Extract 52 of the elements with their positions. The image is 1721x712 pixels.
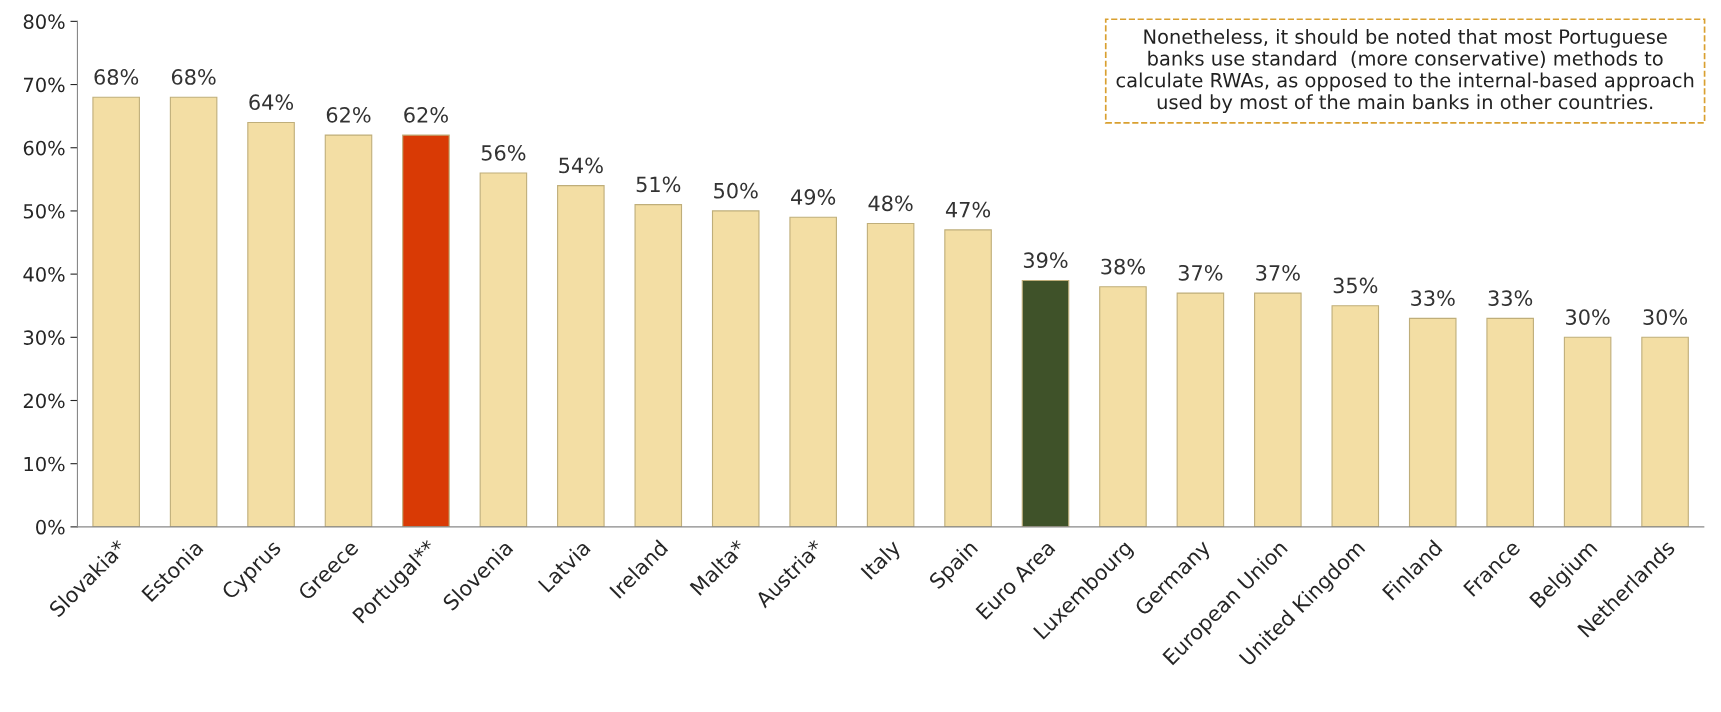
bar <box>711 210 760 527</box>
y-tick-label: 60% <box>23 140 65 156</box>
y-tick-label: 70% <box>24 77 65 93</box>
data-label: 48% <box>868 195 913 212</box>
data-label: 47% <box>945 201 991 218</box>
data-label: 51% <box>636 176 681 193</box>
y-tick-label: 30% <box>23 330 65 345</box>
data-label: 38% <box>1101 258 1145 275</box>
bar <box>1408 317 1457 527</box>
bar <box>789 216 837 527</box>
bar <box>1021 279 1070 527</box>
bar <box>169 96 218 527</box>
bar <box>1254 292 1302 527</box>
y-tick-label: 50% <box>23 203 65 219</box>
data-label: 35% <box>1333 277 1378 294</box>
y-tick-label: 40% <box>23 267 65 282</box>
data-label: 62% <box>404 106 448 123</box>
bar <box>324 134 373 527</box>
bar <box>557 185 605 527</box>
data-label: 39% <box>1023 252 1068 269</box>
bar <box>479 172 528 527</box>
bar <box>402 134 450 527</box>
bar <box>1486 317 1534 527</box>
data-label: 54% <box>559 157 603 174</box>
y-tick-label: 10% <box>24 456 65 472</box>
data-label: 50% <box>714 182 758 199</box>
y-tick-label: 80% <box>23 14 65 30</box>
data-label: 68% <box>171 69 216 85</box>
data-label: 37% <box>1178 264 1223 281</box>
bar <box>1176 292 1225 527</box>
bar <box>247 121 295 527</box>
data-label: 30% <box>1566 309 1610 325</box>
y-tick-label: 20% <box>23 393 65 409</box>
bar <box>92 96 140 527</box>
data-label: 33% <box>1411 290 1455 306</box>
bar <box>944 229 992 527</box>
data-label: 37% <box>1256 264 1300 281</box>
data-label: 33% <box>1488 290 1533 306</box>
data-label: 64% <box>249 94 294 111</box>
bar <box>1099 286 1147 527</box>
bar <box>866 223 915 527</box>
data-label: 62% <box>326 106 371 123</box>
data-label: 30% <box>1643 309 1688 325</box>
data-label: 68% <box>94 69 139 85</box>
data-label: 56% <box>481 144 526 161</box>
data-label: 49% <box>791 189 836 205</box>
bar <box>1563 336 1612 527</box>
annotation: Nonetheless, it should be noted that most Portuguese banks use standard (more conservative) methods to calculate RWAs, as opposed to the internal-based approach used by most of the main banks in other countries. <box>1116 28 1694 114</box>
bar <box>1641 336 1689 527</box>
y-tick-label: 0% <box>36 519 65 535</box>
bar <box>634 204 683 527</box>
bar <box>1331 305 1380 527</box>
